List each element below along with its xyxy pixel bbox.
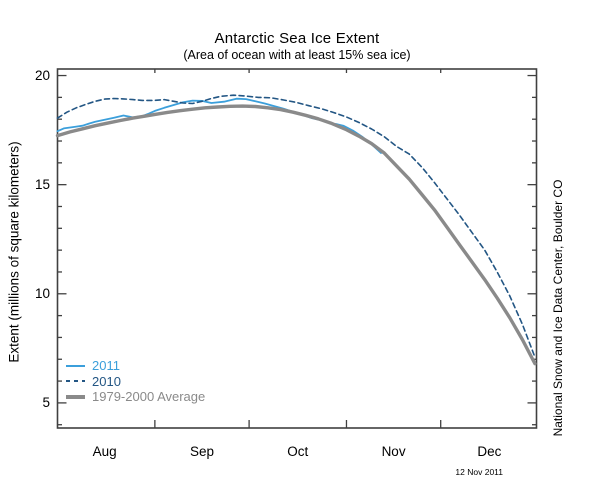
date-stamp: 12 Nov 2011	[455, 467, 503, 477]
x-tick-label-sep: Sep	[189, 444, 214, 459]
x-tick-label-oct: Oct	[287, 444, 309, 459]
page-subtitle: (Area of ocean with at least 15% sea ice…	[183, 48, 411, 63]
legend-item-2010: 2010	[66, 374, 205, 390]
x-tick-label-nov: Nov	[381, 444, 406, 459]
data-center-credit: National Snow and Ice Data Center, Bould…	[551, 179, 565, 437]
legend-label-average: 1979-2000 Average	[92, 389, 206, 405]
legend: 2011 2010 1979-2000 Average	[66, 358, 205, 405]
x-tick-label-dec: Dec	[477, 444, 502, 459]
legend-label-2010: 2010	[92, 373, 121, 389]
plot-frame	[56, 68, 538, 429]
legend-swatch-average	[66, 395, 85, 399]
legend-swatch-2010	[66, 380, 85, 383]
title-block: Antarctic Sea Ice Extent (Area of ocean …	[57, 30, 537, 63]
y-tick-label-10: 10	[34, 285, 50, 301]
y-tick-label-20: 20	[34, 67, 50, 83]
page-title: Antarctic Sea Ice Extent	[214, 30, 380, 47]
legend-item-average: 1979-2000 Average	[66, 389, 205, 405]
legend-swatch-2011	[66, 364, 85, 367]
series-line-1979-2000-average	[55, 104, 537, 366]
legend-item-2011: 2011	[66, 358, 205, 374]
y-tick-label-15: 15	[34, 176, 50, 192]
legend-label-2011: 2011	[92, 358, 120, 374]
y-tick-label-5: 5	[42, 394, 50, 410]
series-line-2010	[56, 94, 536, 358]
x-tick-label-aug: Aug	[92, 444, 117, 459]
